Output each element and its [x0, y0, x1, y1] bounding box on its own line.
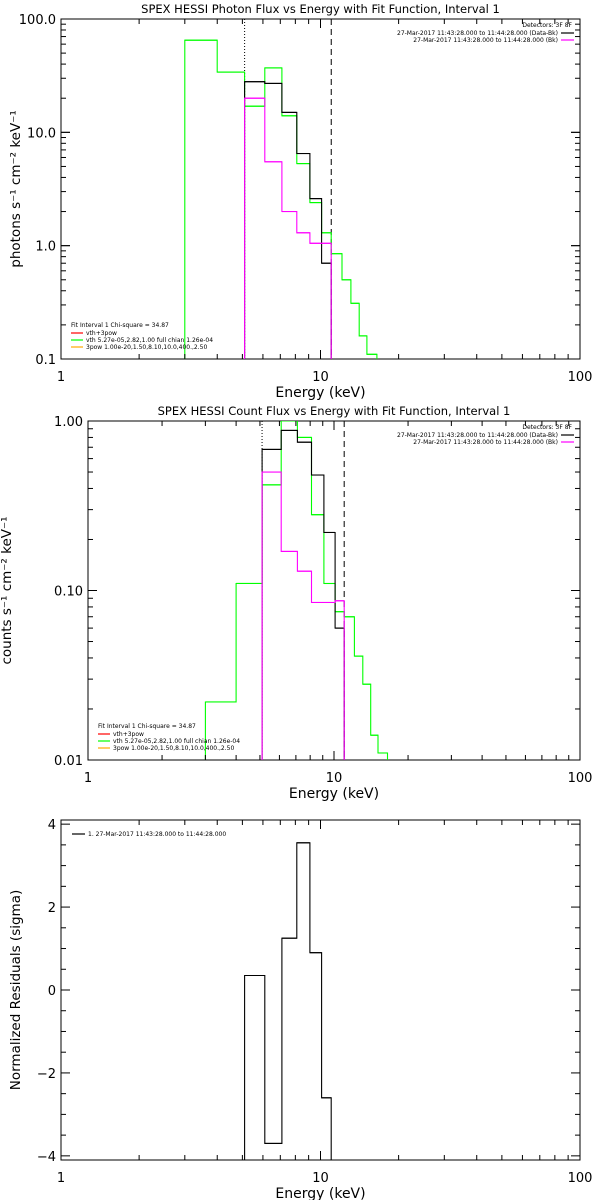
legend-fit-text: vth 5.27e-05,2.82,1.00 full chian 1.26e-… [86, 337, 213, 344]
legend-fit-text: 3pow 1.00e-20,1.50,8.10,10.0,400.,2.50 [86, 344, 207, 351]
legend-detectors: Detectors: 3F 8F [522, 424, 572, 431]
y-tick-label: 4 [48, 818, 56, 833]
plot-frame [87, 420, 581, 761]
legend-fit-header: Fit Interval 1 Chi-square = 34.87 [71, 322, 169, 329]
legend-entry-text: 27-Mar-2017 11:43:28.000 to 11:44:28.000… [413, 37, 558, 44]
y-axis-label: Normalized Residuals (sigma) [8, 890, 24, 1091]
legend-fit-text: vth 5.27e-05,2.82,1.00 full chian 1.26e-… [113, 738, 240, 745]
chart-title: SPEX HESSI Photon Flux vs Energy with Fi… [141, 2, 500, 16]
y-tick-label: 0.10 [54, 585, 83, 600]
x-tick-label: 10 [312, 370, 329, 385]
panel-2: SPEX HESSI Count Flux vs Energy with Fit… [0, 404, 592, 802]
x-tick-label: 100 [568, 771, 593, 786]
legend-fit-text: vth+3pow [113, 731, 144, 738]
legend-entry-text: 27-Mar-2017 11:43:28.000 to 11:44:28.000… [413, 439, 558, 446]
legend-entry-text: 27-Mar-2017 11:43:28.000 to 11:44:28.000… [397, 432, 558, 439]
x-axis-label: Energy (keV) [275, 385, 365, 401]
series-2-histogram [244, 81, 332, 359]
x-tick-label: 1 [84, 771, 92, 786]
x-axis-label: Energy (keV) [289, 786, 379, 802]
series-3-histogram [244, 97, 332, 359]
y-tick-label: 0.01 [54, 754, 83, 769]
y-tick-label: 0.1 [35, 353, 56, 368]
x-tick-label: 10 [312, 1171, 329, 1186]
panel-3: 1 10 100 −4 −2 0 2 4 Energy (keV) Normalized Resi… [8, 818, 593, 1202]
y-tick-label: −2 [37, 1067, 56, 1082]
chart-title: SPEX HESSI Count Flux vs Energy with Fit… [158, 404, 511, 418]
y-tick-label: 10.0 [27, 126, 56, 141]
panel-1: SPEX HESSI Photon Flux vs Energy with Fi… [8, 2, 592, 401]
y-tick-label: 1.00 [54, 415, 83, 430]
y-axis-label: photons s⁻¹ cm⁻² keV⁻¹ [8, 110, 24, 268]
y-axis-label: counts s⁻¹ cm⁻² keV⁻¹ [0, 516, 15, 664]
y-tick-label: 1.0 [35, 240, 56, 255]
legend-fit-header: Fit Interval 1 Chi-square = 34.87 [98, 723, 196, 730]
series-1-histogram [184, 39, 378, 359]
series-group [204, 421, 389, 760]
residual-legend-text: 1. 27-Mar-2017 11:43:28.000 to 11:44:28.… [88, 831, 226, 838]
x-tick-label: 1 [57, 1171, 65, 1186]
x-tick-label: 100 [568, 370, 593, 385]
x-tick-label: 100 [568, 1171, 593, 1186]
x-axis-label: Energy (keV) [275, 1186, 365, 1200]
x-tick-label: 1 [57, 370, 65, 385]
y-tick-label: −4 [37, 1150, 56, 1165]
x-tick-label: 10 [326, 771, 343, 786]
y-tick-label: 100.0 [19, 13, 56, 28]
y-tick-label: 2 [48, 901, 56, 916]
series-1-histogram [244, 842, 332, 1160]
series-1-histogram [204, 421, 389, 760]
y-tick-label: 0 [48, 984, 56, 999]
series-3-histogram [261, 471, 345, 760]
legend-fit-text: 3pow 1.00e-20,1.50,8.10,10.0,400.,2.50 [113, 745, 234, 752]
series-group [244, 842, 332, 1160]
series-2-histogram [261, 429, 345, 760]
legend-fit-text: vth+3pow [86, 330, 117, 337]
plot-frame [60, 819, 581, 1161]
legend-entry-text: 27-Mar-2017 11:43:28.000 to 11:44:28.000… [397, 30, 558, 37]
plot-frame [60, 18, 581, 360]
legend-detectors: Detectors: 3F 8F [522, 22, 572, 29]
series-group [184, 19, 378, 359]
